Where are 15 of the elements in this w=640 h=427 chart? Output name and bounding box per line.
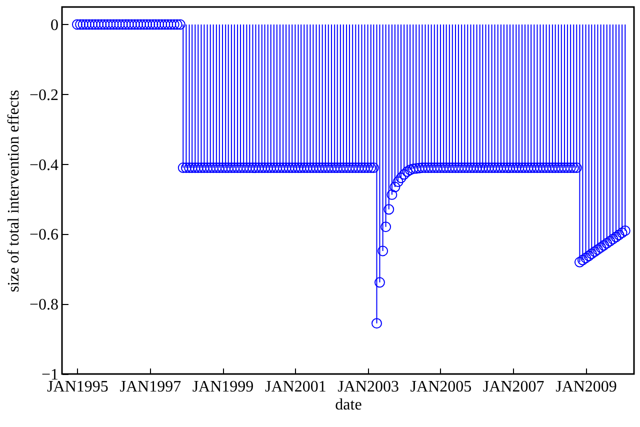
x-tick-label: JAN2007: [482, 378, 544, 396]
x-tick-label: JAN1999: [192, 378, 254, 396]
x-tick-label: JAN1995: [47, 378, 108, 396]
y-tick-label: −0.8: [29, 296, 58, 314]
x-tick-label: JAN2005: [410, 378, 472, 396]
x-tick-label: JAN1997: [120, 378, 182, 396]
x-tick-label: JAN2009: [556, 378, 617, 396]
y-axis-title: size of total intervention effects: [5, 90, 22, 292]
x-tick-label: JAN2001: [265, 378, 326, 396]
y-tick-label: −0.2: [29, 86, 58, 104]
y-tick-label: 0: [50, 16, 58, 34]
x-axis-title: date: [335, 396, 362, 414]
x-tick-label: JAN2003: [338, 378, 399, 396]
y-tick-label: −0.6: [29, 226, 58, 244]
y-tick-label: −0.4: [29, 156, 58, 174]
